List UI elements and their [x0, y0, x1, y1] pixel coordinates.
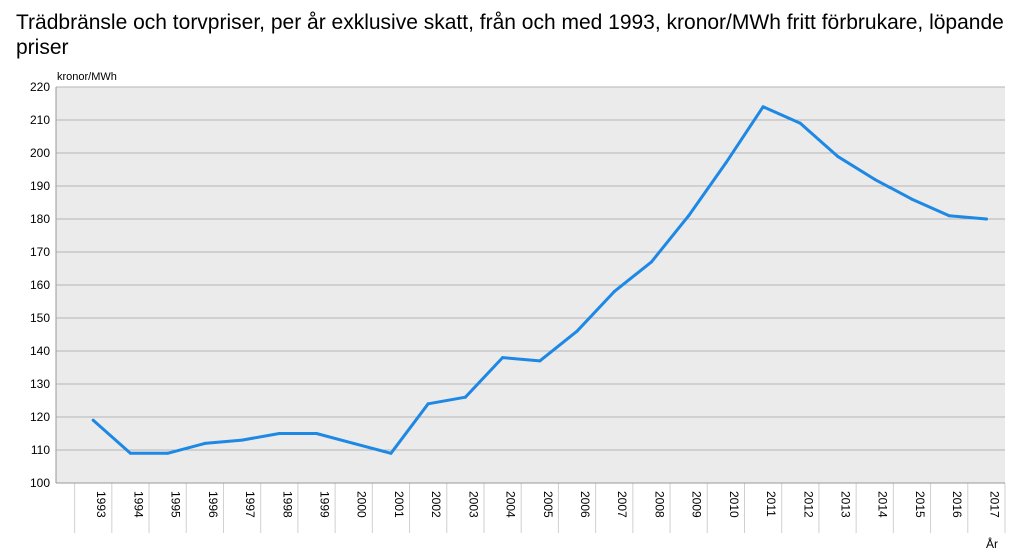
x-tick-label: 2005	[541, 491, 555, 518]
data-point	[389, 451, 393, 455]
data-point	[575, 329, 579, 333]
y-tick-label: 120	[30, 410, 50, 424]
data-point	[463, 395, 467, 399]
y-tick-label: 170	[30, 245, 50, 259]
x-tick-label: 2007	[615, 491, 629, 518]
x-tick-label: 2017	[987, 491, 1001, 518]
x-tick-label: 2004	[504, 491, 518, 518]
data-point	[501, 356, 505, 360]
data-point	[649, 260, 653, 264]
x-tick-label: 2003	[466, 491, 480, 518]
x-tick-label: 2014	[876, 491, 890, 518]
x-tick-label: 1999	[318, 491, 332, 518]
x-tick-label: 2000	[355, 491, 369, 518]
data-point	[277, 432, 281, 435]
y-tick-label: 150	[30, 311, 50, 325]
y-tick-label: 220	[30, 80, 50, 94]
x-axis-label: År	[986, 536, 998, 551]
data-point	[426, 402, 430, 406]
data-point	[984, 217, 988, 221]
y-axis-label: kronor/MWh	[57, 71, 117, 83]
y-tick-label: 200	[30, 146, 50, 160]
chart-title: Trädbränsle och torvpriser, per år exklu…	[16, 11, 1004, 59]
x-tick-label: 2008	[652, 491, 666, 518]
data-point	[538, 359, 542, 363]
x-tick-label: 1996	[206, 491, 220, 518]
x-tick-label: 2013	[839, 491, 853, 518]
y-tick-label: 140	[30, 344, 50, 358]
x-tick-label: 2001	[392, 491, 406, 518]
data-point	[315, 432, 319, 435]
y-tick-label: 100	[30, 476, 50, 490]
data-point	[166, 451, 170, 455]
x-tick-label: 1997	[243, 491, 257, 518]
y-tick-label: 160	[30, 278, 50, 292]
data-point	[761, 105, 765, 109]
x-tick-label: 1993	[94, 491, 108, 518]
data-point	[873, 177, 877, 181]
y-tick-label: 210	[30, 113, 50, 127]
x-tick-label: 2015	[913, 491, 927, 518]
data-point	[836, 154, 840, 158]
x-tick-label: 2016	[950, 491, 964, 518]
data-point	[687, 214, 691, 218]
data-point	[947, 214, 951, 218]
x-tick-label: 1995	[169, 491, 183, 518]
x-tick-label: 1994	[131, 491, 145, 518]
x-tick-label: 2002	[429, 491, 443, 518]
data-point	[724, 161, 728, 165]
x-tick-label: 2011	[764, 491, 778, 517]
y-tick-label: 190	[30, 179, 50, 193]
data-point	[240, 438, 244, 442]
data-point	[352, 441, 356, 445]
x-tick-label: 2012	[801, 491, 815, 518]
data-point	[128, 451, 132, 455]
data-point	[612, 290, 616, 294]
data-point	[798, 121, 802, 125]
y-tick-label: 110	[31, 443, 50, 457]
x-tick-label: 2009	[690, 491, 704, 518]
data-point	[91, 418, 95, 422]
data-point	[910, 197, 914, 201]
data-point	[203, 441, 207, 445]
x-tick-label: 2006	[578, 491, 592, 518]
y-tick-label: 180	[30, 212, 50, 226]
x-tick-label: 1998	[280, 491, 294, 518]
x-tick-label: 2010	[727, 491, 741, 518]
y-tick-label: 130	[30, 377, 50, 391]
